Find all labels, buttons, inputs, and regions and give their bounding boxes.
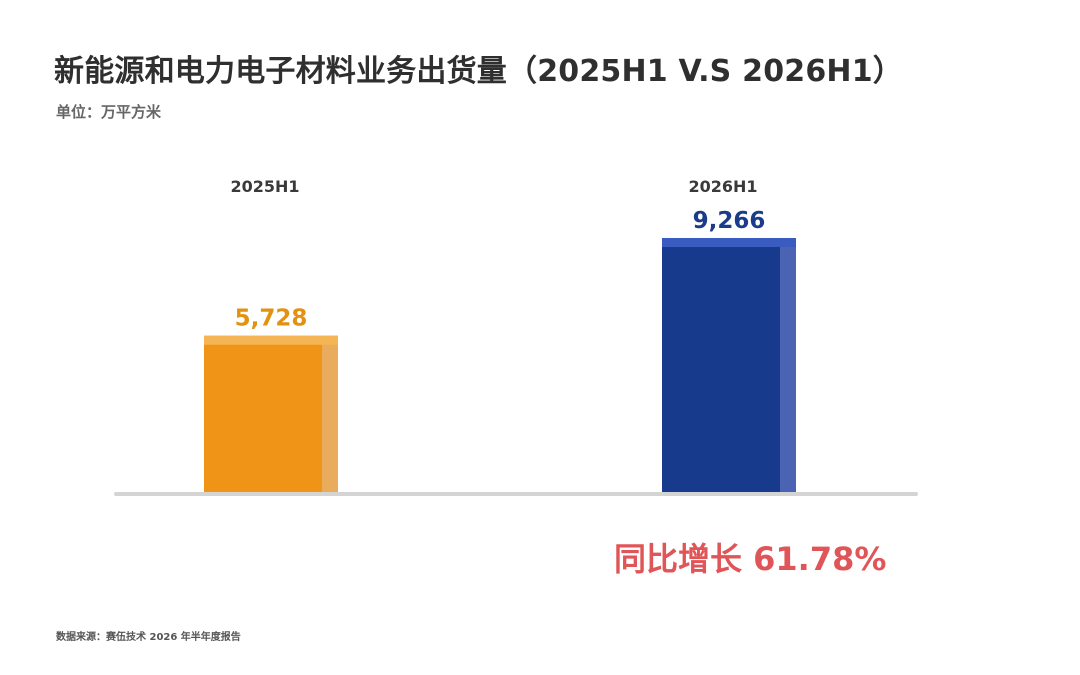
bar-cap-2026H1: [662, 238, 796, 247]
unit-label: 单位：万平方米: [56, 103, 162, 121]
bars-layer: 5,728 2025H1 9,266 2026H1: [204, 177, 796, 494]
growth-annotation: 同比增长 61.78%: [614, 540, 887, 578]
bar-2026H1: [662, 238, 796, 494]
category-label-2025H1: 2025H1: [230, 177, 299, 196]
chart-title: 新能源和电力电子材料业务出货量（2025H1 V.S 2026H1）: [54, 54, 903, 89]
bar-side-2026H1: [780, 238, 796, 494]
value-label-2026H1: 9,266: [693, 208, 766, 234]
category-label-2026H1: 2026H1: [688, 177, 757, 196]
bar-2025H1: [204, 335, 338, 494]
source-note: 数据来源：赛伍技术 2026 年半年度报告: [56, 632, 241, 643]
bar-cap-2025H1: [204, 335, 338, 345]
bar-group-2026H1: 9,266 2026H1: [662, 177, 796, 494]
bar-side-2025H1: [322, 335, 338, 494]
bar-group-2025H1: 5,728 2025H1: [204, 177, 338, 494]
value-label-2025H1: 5,728: [235, 306, 308, 332]
